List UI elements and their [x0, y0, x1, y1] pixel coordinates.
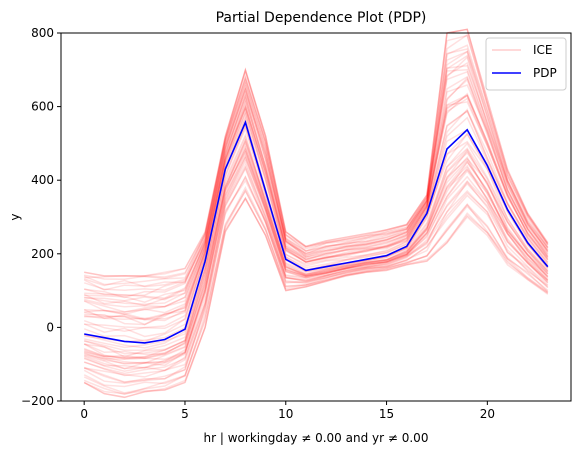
ice-curve [84, 78, 549, 316]
ice-curve [83, 154, 549, 370]
ice-curve [83, 197, 549, 399]
ice-curve [84, 64, 549, 299]
ice-curve [83, 135, 549, 355]
ice-curve [84, 94, 549, 322]
ice-curve [84, 109, 549, 330]
x-tick-label: 10 [278, 407, 293, 421]
ice-curve [83, 165, 549, 375]
ice-curve [83, 142, 549, 360]
legend-pdp-label: PDP [533, 66, 557, 80]
ice-curve [83, 188, 549, 394]
ice-curve [83, 146, 549, 360]
ice-curve [84, 92, 549, 320]
ice-curve [83, 196, 549, 395]
ice-curve [83, 150, 549, 365]
y-tick-label: 200 [31, 247, 54, 261]
ice-curve [83, 48, 549, 291]
ice-curve [84, 147, 549, 365]
y-tick-label: −200 [21, 394, 54, 408]
ice-curve [83, 108, 549, 332]
ice-curve [84, 28, 549, 277]
ice-curve [84, 75, 549, 313]
x-tick-label: 5 [181, 407, 189, 421]
legend-box [485, 37, 567, 91]
ice-curve [83, 138, 549, 359]
ice-curve [84, 34, 549, 280]
ice-curve [84, 100, 549, 326]
ice-curve [84, 166, 549, 378]
x-axis-label: hr | workingday ≠ 0.00 and yr ≠ 0.00 [204, 431, 429, 445]
ice-curve [83, 33, 549, 286]
ice-curve [83, 153, 549, 370]
ice-curve [84, 124, 549, 349]
ice-curve [83, 145, 549, 364]
ice-curve [84, 84, 549, 308]
ice-curve [83, 175, 549, 383]
ice-curve [84, 94, 549, 320]
ice-curve [84, 54, 549, 299]
ice-curve [83, 76, 549, 313]
ice-curve [83, 108, 549, 338]
ice-curve [84, 28, 549, 277]
ice-curve [84, 55, 549, 303]
ice-curve [83, 179, 549, 384]
ice-curve [84, 97, 549, 326]
legend: ICE PDP [485, 37, 567, 91]
x-tick-label: 0 [80, 407, 88, 421]
x-axis: 0 5 10 15 20 [80, 401, 495, 421]
chart-title: Partial Dependence Plot (PDP) [216, 10, 427, 26]
pdp-curve-layer [84, 120, 549, 344]
pdp-curve [84, 120, 549, 344]
x-tick-label: 15 [379, 407, 394, 421]
ice-curve [83, 175, 549, 385]
ice-curve [84, 28, 549, 281]
ice-curve [84, 150, 549, 360]
ice-curve [83, 61, 549, 307]
ice-curve [83, 156, 549, 369]
ice-curve [83, 189, 549, 388]
ice-curve [83, 163, 549, 377]
ice-curve [83, 50, 549, 291]
y-axis-label: y [8, 213, 22, 220]
ice-curve [84, 132, 549, 358]
y-tick-label: 800 [31, 26, 54, 40]
ice-curve [84, 50, 549, 297]
y-axis: −200 0 200 400 600 800 [21, 26, 61, 408]
ice-curve [83, 197, 549, 399]
ice-curve [84, 126, 549, 352]
ice-curves [83, 28, 549, 399]
y-tick-label: 600 [31, 100, 54, 114]
ice-curve [84, 69, 549, 302]
y-tick-label: 400 [31, 173, 54, 187]
ice-curve [83, 138, 549, 356]
x-tick-label: 20 [480, 407, 495, 421]
ice-curve [83, 140, 549, 359]
ice-curve [83, 185, 549, 396]
ice-curve [83, 159, 549, 372]
ice-curve [83, 94, 549, 321]
y-tick-label: 0 [46, 320, 54, 334]
ice-curve [83, 44, 549, 288]
plot-frame [60, 32, 572, 402]
legend-ice-label: ICE [533, 43, 553, 57]
ice-curve [84, 70, 549, 305]
